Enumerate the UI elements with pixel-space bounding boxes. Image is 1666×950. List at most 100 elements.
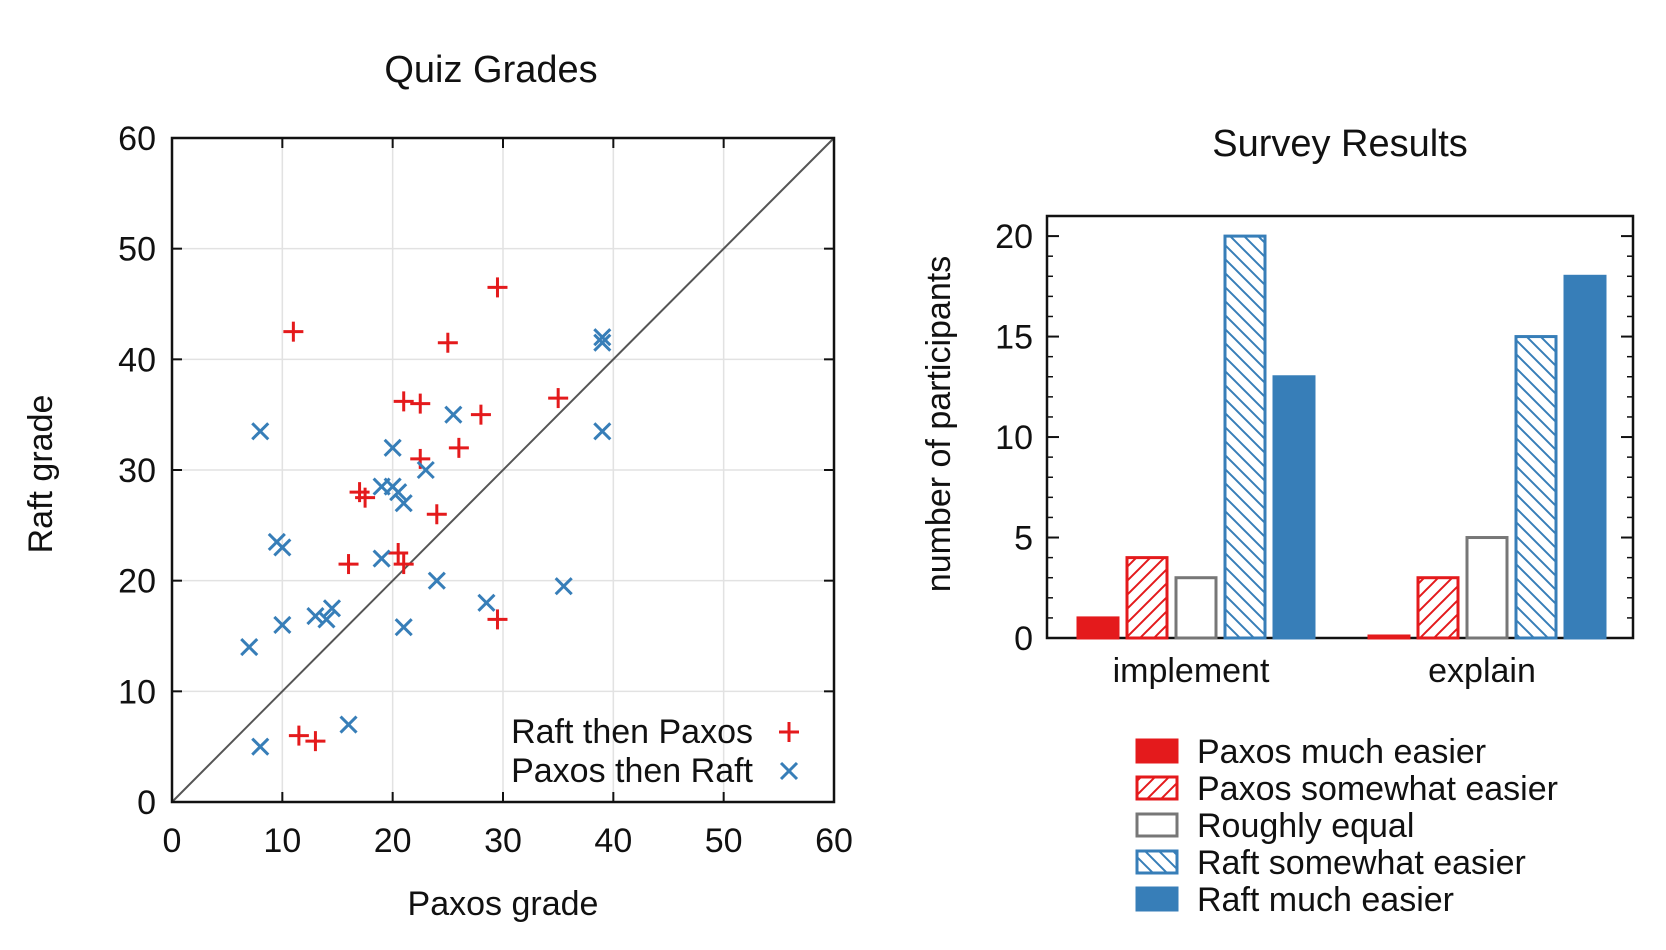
survey-y-tick-label: 10: [995, 419, 1033, 457]
survey-legend-swatch-1: [1135, 775, 1179, 801]
survey-bar-explain-2: [1465, 536, 1509, 640]
paxos-then-raft-point: [394, 494, 413, 513]
paxos-then-raft-point: [394, 618, 413, 637]
paxos-then-raft-point: [383, 438, 402, 457]
quiz-x-tick-label: 40: [594, 822, 632, 860]
survey-legend-swatch-3: [1135, 849, 1179, 875]
survey-bar-implement-2: [1174, 576, 1218, 640]
paxos-then-raft-point: [389, 483, 408, 502]
survey-y-tick-label: 0: [1014, 620, 1033, 658]
survey-legend: Paxos much easier Paxos somewhat easier …: [1135, 733, 1558, 919]
quiz-legend-marker-1: [779, 761, 799, 781]
survey-bar-explain-3: [1514, 335, 1558, 640]
survey-y-tick-label: 15: [995, 319, 1033, 357]
survey-bar-explain-1: [1416, 576, 1460, 640]
quiz-x-tick-label: 30: [484, 822, 522, 860]
quiz-legend-marker-0: [779, 722, 799, 742]
raft-then-paxos-point: [305, 731, 326, 752]
quiz-y-tick-label: 0: [137, 784, 156, 822]
raft-then-paxos-point: [393, 391, 414, 412]
raft-then-paxos-point: [487, 277, 508, 298]
paxos-then-raft-point: [427, 571, 446, 590]
raft-then-paxos-point: [288, 725, 309, 746]
survey-bar-implement-4: [1272, 375, 1316, 640]
survey-legend-label-4: Raft much easier: [1197, 881, 1454, 919]
survey-legend-swatch-2: [1135, 812, 1179, 838]
raft-then-paxos-point: [355, 487, 376, 508]
survey-bars: [1076, 234, 1607, 640]
survey-axis-ticks: 0 5 10 15 20: [995, 218, 1633, 658]
survey-category-label-0: implement: [1113, 652, 1270, 690]
quiz-legend-label-1: Paxos then Raft: [511, 752, 753, 790]
paxos-then-raft-point: [251, 737, 270, 756]
quiz-x-tick-label: 20: [374, 822, 412, 860]
raft-then-paxos-point: [426, 504, 447, 525]
survey-bar-explain-4: [1563, 274, 1607, 640]
survey-bar-implement-3: [1223, 234, 1267, 640]
paxos-then-raft-point: [444, 405, 463, 424]
quiz-y-tick-label: 60: [118, 120, 156, 158]
quiz-x-tick-label: 0: [163, 822, 182, 860]
survey-bar-implement-0: [1076, 616, 1120, 640]
paxos-then-raft-point: [593, 328, 612, 347]
survey-legend-swatch-4: [1135, 886, 1179, 912]
paxos-then-raft-point: [339, 715, 358, 734]
raft-then-paxos-point: [338, 554, 359, 575]
quiz-x-tick-label: 10: [263, 822, 301, 860]
survey-bar-implement-1: [1125, 556, 1169, 640]
quiz-chart-title: Quiz Grades: [384, 49, 597, 91]
paxos-then-raft-point: [416, 460, 435, 480]
quiz-y-tick-label: 30: [118, 452, 156, 490]
quiz-legend: Raft then Paxos Paxos then Raft: [511, 713, 799, 790]
quiz-legend-markers: [779, 722, 799, 781]
paxos-then-raft-point: [477, 593, 496, 612]
quiz-y-axis-label: Raft grade: [22, 395, 60, 554]
raft-then-paxos-point: [437, 332, 458, 353]
paxos-then-raft-point: [593, 422, 612, 441]
quiz-y-tick-label: 10: [118, 673, 156, 711]
paxos-then-raft-point: [372, 549, 391, 568]
survey-legend-label-3: Raft somewhat easier: [1197, 844, 1526, 882]
quiz-y-tick-label: 50: [118, 231, 156, 269]
quiz-y-tick-label: 40: [118, 341, 156, 379]
paxos-then-raft-point: [322, 599, 342, 618]
raft-then-paxos-point: [548, 388, 569, 409]
survey-y-tick-label: 5: [1014, 520, 1033, 558]
survey-plot-frame: [1045, 214, 1635, 640]
paxos-then-raft-point: [240, 638, 259, 657]
paxos-then-raft-point: [554, 577, 573, 596]
raft-then-paxos-point: [283, 321, 304, 342]
paxos-then-raft-point: [273, 615, 292, 634]
quiz-y-tick-label: 20: [118, 563, 156, 601]
raft-then-paxos-point: [410, 393, 431, 414]
raft-then-paxos-point: [470, 404, 491, 425]
survey-category-label-1: explain: [1428, 652, 1536, 690]
survey-legend-label-1: Paxos somewhat easier: [1197, 770, 1558, 808]
survey-legend-swatch-0: [1135, 738, 1179, 764]
survey-legend-label-0: Paxos much easier: [1197, 733, 1486, 771]
quiz-legend-label-0: Raft then Paxos: [511, 713, 753, 751]
survey-results-chart: Survey Results 0 5 10 15 20 implement explai…: [920, 123, 1635, 919]
paxos-then-raft-point: [251, 422, 270, 441]
raft-then-paxos-point: [393, 554, 414, 575]
quiz-axis-ticks: 0 10 20 30 40 50 60 0 10 20 30 40 50 60: [118, 120, 853, 860]
quiz-x-tick-label: 60: [815, 822, 853, 860]
paxos-then-raft-point: [273, 538, 292, 557]
survey-y-tick-label: 20: [995, 218, 1033, 256]
survey-chart-title: Survey Results: [1212, 123, 1468, 165]
raft-then-paxos-point: [487, 609, 508, 630]
quiz-x-axis-label: Paxos grade: [408, 885, 599, 923]
quiz-diagonal-line: [171, 137, 835, 803]
survey-legend-swatches: [1135, 738, 1179, 912]
quiz-grades-chart: Quiz Grades 0 10 20 30 40 50 60 0 10 20 30 40 50 60 P…: [22, 49, 853, 923]
survey-legend-label-2: Roughly equal: [1197, 807, 1414, 845]
quiz-data-points: [240, 277, 612, 756]
quiz-x-tick-label: 50: [705, 822, 743, 860]
survey-y-axis-label: number of participants: [920, 256, 958, 592]
paxos-then-raft-point: [317, 610, 336, 629]
paxos-then-raft-point: [306, 607, 325, 626]
paxos-then-raft-point: [593, 333, 612, 352]
raft-then-paxos-point: [448, 437, 469, 458]
survey-bar-explain-0: [1367, 634, 1411, 640]
